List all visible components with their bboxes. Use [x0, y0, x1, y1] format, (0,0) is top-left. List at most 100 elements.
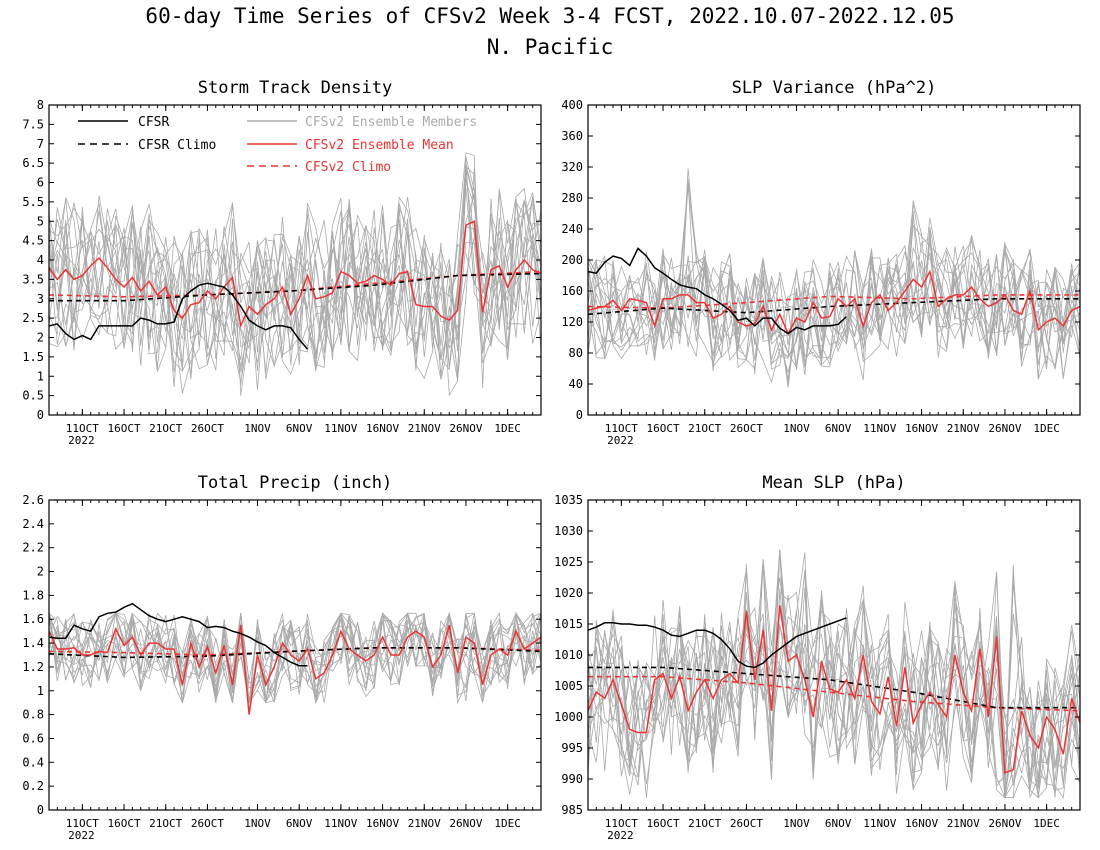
y-tick-label: 6.5 [22, 156, 44, 170]
series-line-cfsv2-ensemble-mean [49, 220, 541, 329]
y-tick-label: 0.2 [22, 779, 44, 793]
ensemble-member-line [588, 248, 1080, 369]
y-tick-label: 0.8 [22, 708, 44, 722]
x-tick-label: 11NOV [863, 817, 896, 830]
y-tick-label: 1.6 [22, 612, 44, 626]
panel-1: Storm Track Density 0 0.5 1 1.5 2 2.5 3 3.5 4 4.5 5… [22, 78, 542, 447]
y-tick-label: 120 [561, 315, 583, 329]
y-tick-label: 1.8 [22, 588, 44, 602]
panel-title: Storm Track Density [198, 78, 392, 98]
x-tick-label: 21NOV [408, 817, 441, 830]
series-line-cfsr-climo [49, 272, 541, 302]
series-line-cfsv2-ensemble-mean [588, 605, 1080, 774]
x-tick-label: 1DEC [1033, 422, 1060, 435]
panel-2: SLP Variance (hPa^2) 0 40 80 120 160 200 240 280… [561, 78, 1081, 447]
x-tick-label: 21NOV [408, 422, 441, 435]
legend-label: CFSR [138, 115, 169, 130]
y-tick-label: 3 [37, 292, 44, 306]
x-tick-label: 21OCT [149, 817, 182, 830]
y-tick-label: 1 [37, 684, 44, 698]
y-tick-label: 5 [37, 214, 44, 228]
y-tick-label: 160 [561, 284, 583, 298]
x-tick-label: 1DEC [1033, 817, 1060, 830]
x-tick-label: 21NOV [947, 422, 980, 435]
x-tick-sublabel: 2022 [68, 434, 95, 447]
x-tick-label: 1NOV [244, 422, 271, 435]
y-tick-label: 1.5 [22, 350, 44, 364]
ensemble-member-line [49, 159, 541, 396]
x-tick-label: 11NOV [324, 817, 357, 830]
y-tick-label: 80 [569, 346, 583, 360]
y-tick-label: 0.6 [22, 731, 44, 745]
x-tick-label: 21OCT [688, 422, 721, 435]
y-tick-label: 320 [561, 160, 583, 174]
y-tick-label: 40 [569, 377, 583, 391]
ensemble-member-line [49, 167, 541, 380]
ensemble-member-line [588, 217, 1080, 380]
ensemble-member-line [49, 152, 541, 389]
y-tick-label: 0.4 [22, 755, 44, 769]
x-tick-sublabel: 2022 [607, 434, 634, 447]
x-tick-label: 26NOV [449, 817, 482, 830]
y-tick-label: 2.4 [22, 517, 44, 531]
x-tick-label: 11OCT [66, 422, 99, 435]
y-tick-label: 2 [37, 331, 44, 345]
y-tick-label: 3.5 [22, 272, 44, 286]
ensemble-member-line [588, 570, 1080, 798]
x-tick-label: 6NOV [286, 817, 313, 830]
x-tick-label: 6NOV [286, 422, 313, 435]
y-tick-label: 7 [37, 137, 44, 151]
y-tick-label: 985 [561, 803, 583, 817]
x-tick-label: 11NOV [863, 422, 896, 435]
plot-area [588, 168, 1080, 388]
x-tick-label: 26OCT [191, 422, 224, 435]
y-tick-label: 995 [561, 741, 583, 755]
y-tick-label: 7.5 [22, 117, 44, 131]
legend-label: CFSv2 Climo [305, 160, 391, 175]
x-tick-label: 26NOV [449, 422, 482, 435]
series-line-cfsr-climo [588, 297, 1080, 316]
y-tick-label: 0 [576, 408, 583, 422]
ensemble-member-line [49, 197, 541, 377]
ensemble-member-line [49, 194, 541, 380]
x-tick-label: 26NOV [988, 817, 1021, 830]
x-tick-label: 11OCT [605, 422, 638, 435]
y-tick-label: 1015 [554, 617, 583, 631]
legend-label: CFSR Climo [138, 138, 216, 153]
panel-title: Total Precip (inch) [198, 473, 392, 493]
y-tick-label: 2.5 [22, 311, 44, 325]
panel-title: SLP Variance (hPa^2) [732, 78, 937, 98]
x-tick-label: 16NOV [366, 422, 399, 435]
x-tick-label: 6NOV [825, 422, 852, 435]
x-tick-label: 16OCT [107, 817, 140, 830]
y-tick-label: 1.4 [22, 636, 44, 650]
ensemble-member-line [588, 558, 1080, 799]
y-tick-label: 1025 [554, 555, 583, 569]
x-tick-label: 1NOV [783, 817, 810, 830]
x-tick-label: 1NOV [783, 422, 810, 435]
x-tick-label: 6NOV [825, 817, 852, 830]
y-tick-label: 2.6 [22, 493, 44, 507]
x-tick-label: 16NOV [905, 817, 938, 830]
x-tick-label: 1DEC [494, 422, 521, 435]
y-tick-label: 1 [37, 369, 44, 383]
x-tick-label: 26OCT [191, 817, 224, 830]
plot-area [588, 549, 1080, 799]
legend-label: CFSv2 Ensemble Members [305, 115, 477, 130]
y-tick-label: 360 [561, 129, 583, 143]
y-tick-label: 4.5 [22, 234, 44, 248]
ensemble-member-line [49, 612, 541, 703]
y-tick-label: 0.5 [22, 389, 44, 403]
x-tick-label: 16NOV [366, 817, 399, 830]
x-tick-label: 16NOV [905, 422, 938, 435]
y-tick-label: 0 [37, 408, 44, 422]
panel-title: Mean SLP (hPa) [762, 473, 905, 493]
y-tick-label: 1000 [554, 710, 583, 724]
y-tick-label: 1035 [554, 493, 583, 507]
legend-label: CFSv2 Ensemble Mean [305, 138, 454, 153]
panel-3: Total Precip (inch) 0 0.2 0.4 0.6 0.8 1 1.2 1.4 1… [22, 473, 542, 842]
legend: CFSR CFSR Climo CFSv2 Ensemble Members CFSv… [78, 115, 477, 175]
series-line-cfsr [49, 602, 308, 667]
y-tick-label: 280 [561, 191, 583, 205]
